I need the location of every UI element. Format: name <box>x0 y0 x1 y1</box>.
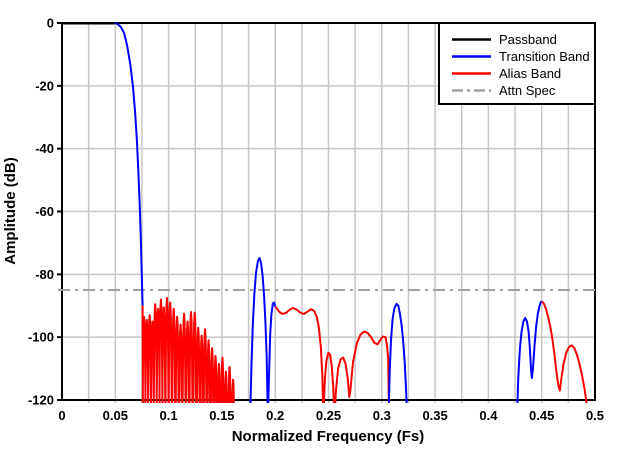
legend-label-passband: Passband <box>499 32 557 47</box>
legend-item-alias: Alias Band <box>452 66 561 81</box>
x-tick-label: 0.2 <box>266 408 284 423</box>
transition-curve <box>114 22 144 306</box>
y-tick-label: -100 <box>28 330 54 345</box>
x-tick-label: 0.05 <box>103 408 128 423</box>
legend-item-transition: Transition Band <box>452 49 590 64</box>
legend: Passband Transition Band Alias Band Attn Sp… <box>438 22 596 105</box>
transition-curve <box>516 300 543 403</box>
legend-label-attn: Attn Spec <box>499 83 556 98</box>
y-tick-label: -60 <box>35 204 54 219</box>
y-tick-label: -120 <box>28 393 54 408</box>
x-tick-label: 0.1 <box>160 408 178 423</box>
x-tick-label: 0 <box>58 408 65 423</box>
alias-curve <box>274 306 390 403</box>
x-axis-title: Normalized Frequency (Fs) <box>232 428 425 445</box>
alias-curve <box>541 300 588 403</box>
alias-curve <box>141 296 235 403</box>
grid <box>62 23 595 403</box>
y-tick-label: -20 <box>35 78 54 93</box>
legend-item-attn: Attn Spec <box>452 83 556 98</box>
x-tick-label: 0.4 <box>479 408 498 423</box>
x-tick-label: 0.5 <box>586 408 604 423</box>
x-tick-label: 0.3 <box>373 408 391 423</box>
y-axis-title: Amplitude (dB) <box>2 157 19 264</box>
transition-curve <box>249 257 277 403</box>
transition-curve <box>387 302 408 403</box>
legend-label-alias: Alias Band <box>499 66 561 81</box>
x-tick-label: 0.25 <box>316 408 341 423</box>
x-tick-label: 0.35 <box>422 408 447 423</box>
axis-ticks: 0 -20 -40 -60 -80 -100 -120 0 0.05 0.1 0.15 0.2 0.25… <box>28 16 604 424</box>
y-tick-label: -40 <box>35 141 54 156</box>
y-tick-label: -80 <box>35 267 54 282</box>
legend-item-passband: Passband <box>452 32 557 47</box>
y-tick-label: 0 <box>47 16 54 31</box>
x-tick-label: 0.45 <box>529 408 554 423</box>
x-tick-label: 0.15 <box>209 408 234 423</box>
legend-box <box>438 22 596 105</box>
legend-label-transition: Transition Band <box>499 49 590 64</box>
